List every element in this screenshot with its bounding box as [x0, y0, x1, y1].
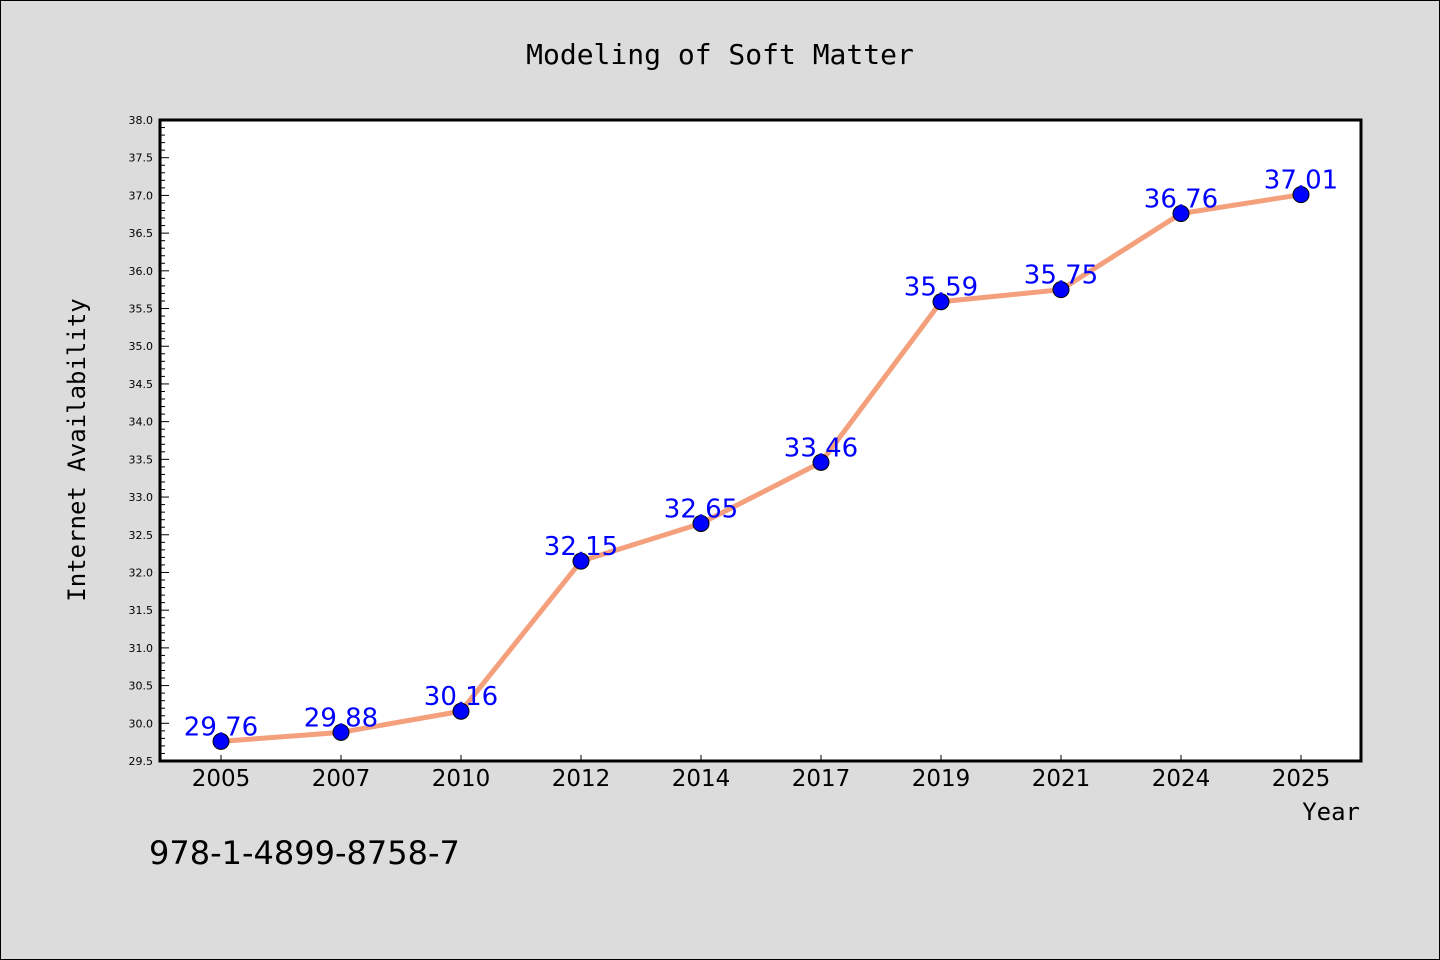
y-tick-label: 33.5: [129, 453, 154, 466]
x-tick-label: 2024: [1152, 766, 1211, 792]
y-axis-label: Internet Availability: [63, 298, 91, 601]
y-tick-label: 30.0: [129, 717, 154, 730]
isbn-text: 978-1-4899-8758-7: [149, 834, 460, 872]
x-tick-label: 2025: [1272, 766, 1331, 792]
y-tick-label: 34.0: [129, 416, 154, 429]
y-tick-label: 33.0: [129, 491, 154, 504]
data-point: [212, 732, 230, 750]
data-point: [932, 293, 950, 311]
x-tick-label: 2005: [192, 766, 251, 792]
data-point: [572, 552, 590, 570]
data-label: 29.76: [184, 712, 258, 742]
data-label: 37.01: [1264, 166, 1338, 196]
data-label: 33.46: [784, 433, 858, 463]
y-tick-label: 36.0: [129, 265, 154, 278]
x-axis: 2005 2007 2010 2012 2014 2017 2019 2021 2024 2025: [192, 755, 1331, 792]
data-label: 32.65: [664, 494, 738, 524]
x-tick-label: 2017: [792, 766, 851, 792]
data-point: [452, 702, 470, 720]
data-point: [812, 453, 830, 471]
data-label: 36.76: [1144, 185, 1218, 215]
x-tick-label: 2021: [1032, 766, 1091, 792]
data-point: [692, 514, 710, 532]
data-label: 29.88: [304, 703, 378, 733]
x-tick-label: 2014: [672, 766, 731, 792]
data-point: [332, 723, 350, 741]
data-label: 35.75: [1024, 261, 1098, 291]
data-label: 32.15: [544, 532, 618, 562]
y-tick-label: 36.5: [129, 227, 154, 240]
y-tick-label: 31.0: [129, 642, 154, 655]
y-tick-label: 32.5: [129, 529, 154, 542]
data-label: 35.59: [904, 273, 978, 303]
y-tick-label: 30.5: [129, 680, 154, 693]
y-tick-label: 31.5: [129, 604, 154, 617]
series-line: [218, 192, 1304, 744]
data-point: [1052, 281, 1070, 299]
y-tick-label: 34.5: [129, 378, 154, 391]
data-point: [1172, 205, 1190, 223]
x-tick-label: 2007: [312, 766, 371, 792]
data-point: [1292, 186, 1310, 204]
data-label: 30.16: [424, 682, 498, 712]
chart-title: Modeling of Soft Matter: [526, 38, 914, 71]
y-axis: 29.5 30.0 30.5 31.0 31.5 32.0 32.5 33.0 33.5 34.0…: [129, 114, 169, 768]
y-tick-label: 35.5: [129, 303, 154, 316]
y-tick-label: 35.0: [129, 340, 154, 353]
x-tick-label: 2010: [432, 766, 491, 792]
x-axis-label: Year: [1302, 798, 1360, 826]
series-layer: 29.76 29.88 30.16 32.15 32.65 33.46 35.59 35.75…: [184, 166, 1338, 750]
y-tick-label: 38.0: [129, 114, 154, 127]
x-tick-label: 2019: [912, 766, 971, 792]
y-tick-label: 37.5: [129, 152, 154, 165]
y-tick-label: 29.5: [129, 755, 154, 768]
y-tick-label: 37.0: [129, 189, 154, 202]
x-tick-label: 2012: [552, 766, 611, 792]
y-tick-label: 32.0: [129, 566, 154, 579]
